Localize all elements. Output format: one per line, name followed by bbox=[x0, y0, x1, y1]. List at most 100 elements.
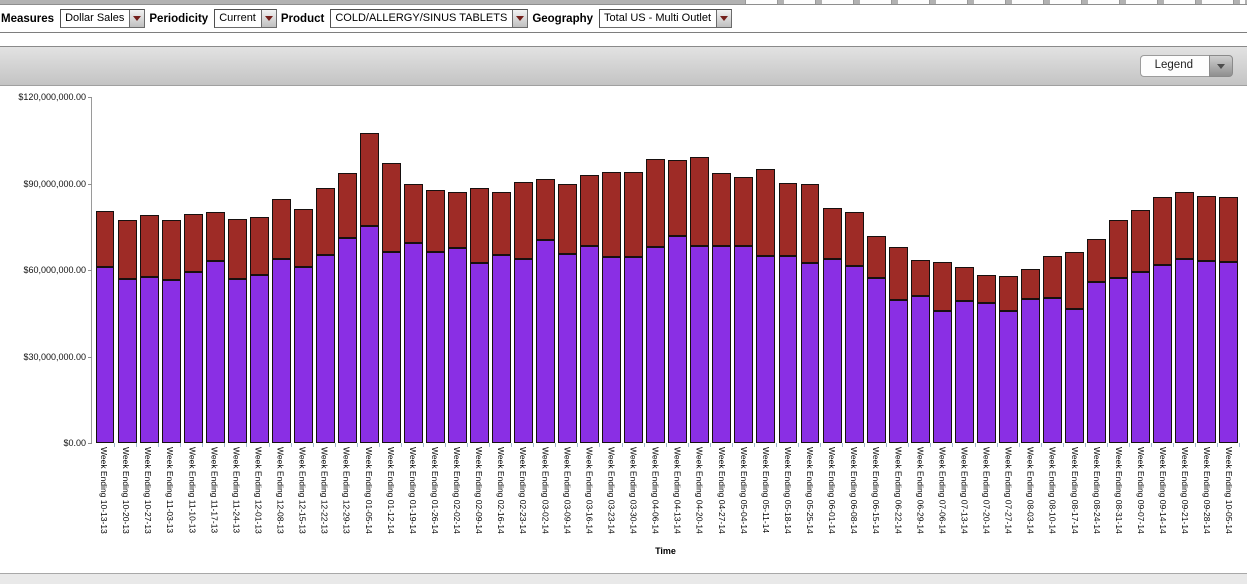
measures-dropdown[interactable]: Dollar Sales bbox=[60, 9, 146, 28]
series-2-red-segment[interactable] bbox=[514, 181, 534, 260]
series-2-red-segment[interactable] bbox=[183, 214, 203, 273]
stacked-bar[interactable] bbox=[1086, 97, 1106, 443]
series-2-red-segment[interactable] bbox=[866, 236, 886, 279]
stacked-bar[interactable] bbox=[580, 97, 600, 443]
stacked-bar[interactable] bbox=[315, 97, 335, 443]
stacked-bar[interactable] bbox=[998, 97, 1018, 443]
series-2-red-segment[interactable] bbox=[95, 210, 115, 268]
stacked-bar[interactable] bbox=[690, 97, 710, 443]
stacked-bar[interactable] bbox=[293, 97, 313, 443]
stacked-bar[interactable] bbox=[1131, 97, 1150, 443]
stacked-bar[interactable] bbox=[1219, 97, 1239, 443]
stacked-bar[interactable] bbox=[1175, 97, 1195, 443]
legend-dropdown-button[interactable] bbox=[1209, 55, 1233, 77]
series-2-red-segment[interactable] bbox=[756, 168, 776, 257]
stacked-bar[interactable] bbox=[668, 97, 688, 443]
series-2-red-segment[interactable] bbox=[470, 187, 490, 264]
series-2-red-segment[interactable] bbox=[910, 260, 930, 296]
stacked-bar[interactable] bbox=[1153, 97, 1172, 443]
series-1-purple-segment[interactable] bbox=[976, 302, 996, 443]
series-2-red-segment[interactable] bbox=[293, 209, 313, 268]
series-1-purple-segment[interactable] bbox=[1197, 261, 1217, 443]
series-1-purple-segment[interactable] bbox=[932, 310, 952, 443]
series-1-purple-segment[interactable] bbox=[910, 295, 930, 443]
series-1-purple-segment[interactable] bbox=[1042, 297, 1062, 443]
series-1-purple-segment[interactable] bbox=[1020, 298, 1040, 443]
stacked-bar[interactable] bbox=[954, 97, 974, 443]
series-2-red-segment[interactable] bbox=[976, 274, 996, 303]
series-2-red-segment[interactable] bbox=[712, 172, 732, 247]
series-1-purple-segment[interactable] bbox=[1086, 281, 1106, 443]
stacked-bar[interactable] bbox=[337, 97, 357, 443]
series-1-purple-segment[interactable] bbox=[800, 263, 820, 443]
series-1-purple-segment[interactable] bbox=[95, 267, 115, 443]
series-1-purple-segment[interactable] bbox=[492, 255, 512, 443]
series-1-purple-segment[interactable] bbox=[161, 280, 181, 443]
series-1-purple-segment[interactable] bbox=[1108, 278, 1128, 443]
stacked-bar[interactable] bbox=[514, 97, 534, 443]
stacked-bar[interactable] bbox=[778, 97, 798, 443]
series-2-red-segment[interactable] bbox=[536, 178, 556, 241]
series-1-purple-segment[interactable] bbox=[756, 256, 776, 443]
stacked-bar[interactable] bbox=[448, 97, 467, 443]
series-2-red-segment[interactable] bbox=[1131, 210, 1150, 273]
series-1-purple-segment[interactable] bbox=[844, 265, 864, 443]
stacked-bar[interactable] bbox=[1064, 97, 1084, 443]
series-2-red-segment[interactable] bbox=[690, 156, 710, 247]
series-2-red-segment[interactable] bbox=[580, 175, 600, 247]
series-1-purple-segment[interactable] bbox=[448, 248, 467, 443]
series-1-purple-segment[interactable] bbox=[381, 251, 401, 443]
series-2-red-segment[interactable] bbox=[205, 212, 225, 262]
series-1-purple-segment[interactable] bbox=[426, 252, 445, 443]
series-2-red-segment[interactable] bbox=[734, 177, 754, 247]
series-1-purple-segment[interactable] bbox=[293, 267, 313, 443]
series-1-purple-segment[interactable] bbox=[359, 226, 379, 443]
stacked-bar[interactable] bbox=[183, 97, 203, 443]
stacked-bar[interactable] bbox=[734, 97, 754, 443]
series-1-purple-segment[interactable] bbox=[734, 246, 754, 443]
series-1-purple-segment[interactable] bbox=[558, 254, 578, 443]
series-2-red-segment[interactable] bbox=[403, 184, 423, 244]
stacked-bar[interactable] bbox=[646, 97, 666, 443]
stacked-bar[interactable] bbox=[403, 97, 423, 443]
series-2-red-segment[interactable] bbox=[624, 171, 644, 258]
stacked-bar[interactable] bbox=[139, 97, 159, 443]
series-2-red-segment[interactable] bbox=[822, 208, 842, 260]
stacked-bar[interactable] bbox=[1042, 97, 1062, 443]
stacked-bar[interactable] bbox=[227, 97, 247, 443]
series-2-red-segment[interactable] bbox=[249, 217, 269, 275]
series-1-purple-segment[interactable] bbox=[1153, 265, 1172, 443]
stacked-bar[interactable] bbox=[712, 97, 732, 443]
series-1-purple-segment[interactable] bbox=[668, 236, 688, 443]
stacked-bar[interactable] bbox=[866, 97, 886, 443]
series-1-purple-segment[interactable] bbox=[403, 243, 423, 443]
series-1-purple-segment[interactable] bbox=[315, 255, 335, 443]
measures-dropdown-button[interactable] bbox=[129, 10, 145, 27]
series-2-red-segment[interactable] bbox=[337, 172, 357, 239]
series-2-red-segment[interactable] bbox=[1042, 256, 1062, 298]
series-1-purple-segment[interactable] bbox=[514, 259, 534, 443]
series-1-purple-segment[interactable] bbox=[778, 256, 798, 443]
series-1-purple-segment[interactable] bbox=[624, 257, 644, 443]
series-2-red-segment[interactable] bbox=[1197, 196, 1217, 262]
series-2-red-segment[interactable] bbox=[117, 220, 137, 279]
stacked-bar[interactable] bbox=[558, 97, 578, 443]
series-2-red-segment[interactable] bbox=[359, 132, 379, 227]
series-2-red-segment[interactable] bbox=[381, 163, 401, 252]
series-1-purple-segment[interactable] bbox=[690, 246, 710, 443]
series-1-purple-segment[interactable] bbox=[1219, 261, 1239, 443]
series-1-purple-segment[interactable] bbox=[954, 300, 974, 443]
series-1-purple-segment[interactable] bbox=[646, 247, 666, 443]
series-1-purple-segment[interactable] bbox=[712, 246, 732, 443]
series-1-purple-segment[interactable] bbox=[866, 278, 886, 443]
product-dropdown[interactable]: COLD/ALLERGY/SINUS TABLETS bbox=[330, 9, 529, 28]
series-1-purple-segment[interactable] bbox=[183, 272, 203, 443]
series-1-purple-segment[interactable] bbox=[536, 240, 556, 443]
stacked-bar[interactable] bbox=[205, 97, 225, 443]
series-1-purple-segment[interactable] bbox=[470, 263, 490, 443]
series-2-red-segment[interactable] bbox=[954, 267, 974, 301]
series-1-purple-segment[interactable] bbox=[998, 310, 1018, 443]
stacked-bar[interactable] bbox=[624, 97, 644, 443]
series-1-purple-segment[interactable] bbox=[580, 246, 600, 443]
series-1-purple-segment[interactable] bbox=[205, 261, 225, 443]
